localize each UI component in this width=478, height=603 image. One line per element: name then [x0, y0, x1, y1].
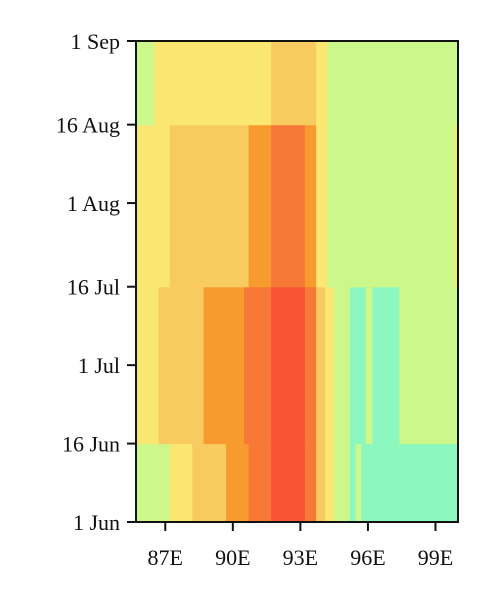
heatmap-cell: [154, 41, 272, 126]
heatmap-cell: [361, 443, 459, 523]
heatmap-cell: [454, 124, 459, 288]
heatmap-cell: [325, 443, 335, 523]
heatmap-cell: [304, 286, 317, 445]
y-tick-label: 16 Aug: [56, 113, 120, 138]
heatmap-cell: [372, 286, 401, 445]
heatmap-cell: [365, 286, 374, 445]
heatmap-cell: [349, 443, 357, 523]
x-tick-label: 96E: [350, 545, 385, 570]
y-tick-label: 1 Jul: [78, 353, 120, 378]
heatmap-cell: [192, 443, 227, 523]
y-tick-label: 1 Jun: [73, 510, 120, 535]
heatmap-cell: [304, 443, 317, 523]
heatmap-cell: [316, 124, 328, 288]
y-tick-label: 1 Aug: [67, 191, 120, 216]
heatmap-cell: [203, 286, 245, 445]
heatmap-cell: [316, 443, 326, 523]
heatmap-cell: [271, 443, 306, 523]
axis-ticks: 1 Jun 16 Jun 1 Jul 16 Jul 1 Aug 16 Aug 1 Sep 87…: [56, 29, 453, 570]
heatmap-cell: [169, 443, 193, 523]
heatmap-cell: [399, 286, 459, 445]
x-tick-label: 99E: [418, 545, 453, 570]
heatmap-cell: [136, 124, 171, 288]
heatmap-cell: [136, 286, 160, 445]
heatmap-cell: [136, 443, 171, 523]
heatmap-cell: [158, 286, 205, 445]
plot-frame: [135, 40, 459, 523]
heatmap-cell: [226, 443, 250, 523]
heatmap-cell: [271, 286, 306, 445]
heatmap-cells: [136, 41, 459, 523]
y-tick-label: 16 Jul: [67, 275, 120, 300]
heatmap-cell: [169, 124, 250, 288]
heatmap-cell: [136, 41, 155, 126]
heatmap-cell: [316, 286, 326, 445]
y-tick-label: 16 Jun: [62, 432, 120, 457]
heatmap-cell: [271, 124, 306, 288]
heatmap-cell: [304, 124, 317, 288]
heatmap-cell: [248, 443, 272, 523]
heatmap-cell: [334, 443, 351, 523]
heatmap-cell: [327, 41, 459, 126]
heatmap-cell: [325, 286, 335, 445]
x-tick-label: 90E: [215, 545, 250, 570]
x-tick-label: 87E: [148, 545, 183, 570]
heatmap-cell: [271, 41, 317, 126]
heatmap-cell: [334, 286, 351, 445]
y-tick-label: 1 Sep: [71, 29, 121, 54]
heatmap-cell: [316, 41, 328, 126]
heatmap-cell: [248, 124, 272, 288]
heatmap-cell: [355, 443, 362, 523]
heatmap-cell: [244, 286, 272, 445]
heatmap-cell: [327, 124, 456, 288]
x-tick-label: 93E: [283, 545, 318, 570]
heatmap-cell: [349, 286, 367, 445]
